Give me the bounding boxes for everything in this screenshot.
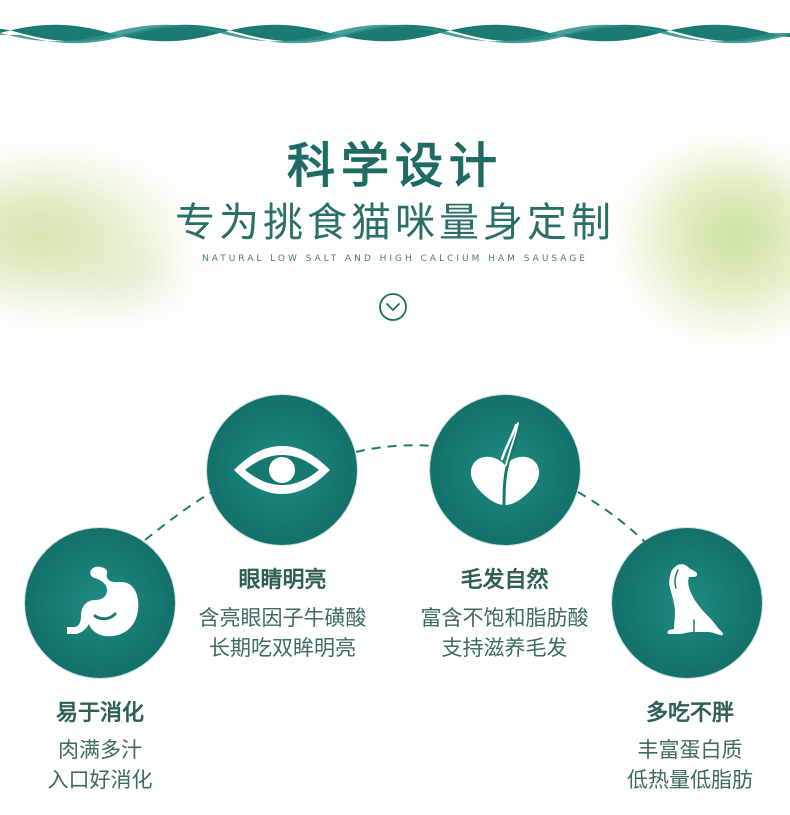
chevron-down-icon[interactable]	[378, 292, 408, 322]
feature-desc-eyes-2: 长期吃双眸明亮	[209, 636, 356, 660]
eye-icon	[234, 446, 330, 494]
feature-circle-hair	[430, 395, 580, 545]
feature-circle-weight	[612, 528, 762, 678]
feature-title-digestion: 易于消化	[55, 701, 144, 726]
feature-desc-weight-2: 低热量低脂肪	[627, 768, 753, 792]
feature-desc-hair-1: 富含不饱和脂肪酸	[420, 606, 589, 630]
blurred-leaf-right	[620, 150, 790, 340]
blurred-leaf-left-2	[60, 240, 200, 320]
section-subtitle: 专为挑食猫咪量身定制	[175, 200, 615, 246]
feature-circle-digestion	[25, 528, 175, 678]
feature-title-eyes: 眼睛明亮	[238, 568, 327, 593]
feature-title-weight: 多吃不胖	[645, 701, 734, 726]
feature-desc-digestion-1: 肉满多汁	[58, 738, 142, 762]
feature-desc-weight-1: 丰富蛋白质	[637, 738, 743, 762]
top-wave-decoration	[0, 24, 790, 44]
section-title: 科学设计	[286, 138, 503, 194]
hair-icon	[470, 422, 540, 507]
english-tagline: NATURAL LOW SALT AND HIGH CALCIUM HAM SA…	[202, 254, 588, 264]
feature-circle-eyes	[207, 395, 357, 545]
feature-desc-eyes-1: 含亮眼因子牛磺酸	[198, 606, 367, 630]
feature-title-hair: 毛发自然	[460, 568, 549, 593]
dog-icon	[667, 564, 724, 636]
feature-desc-digestion-2: 入口好消化	[47, 768, 153, 792]
feature-desc-hair-2: 支持滋养毛发	[441, 636, 568, 660]
stomach-icon	[67, 566, 139, 637]
